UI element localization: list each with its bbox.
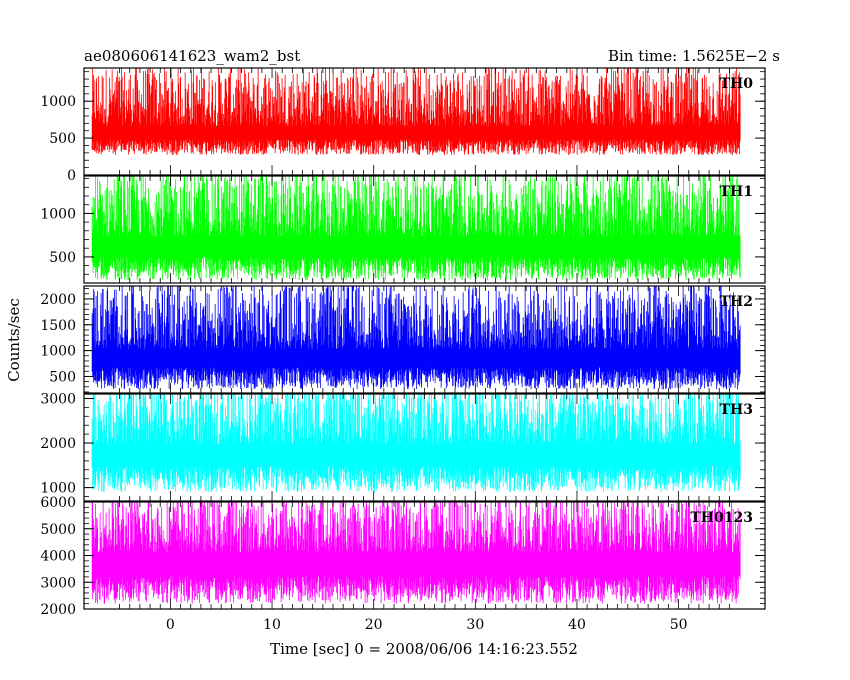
panel-th2: 500 1000 1500 2000 TH2 (40, 285, 766, 394)
y-tick-label: 500 (49, 250, 76, 266)
y-tick-label: 2000 (40, 292, 76, 308)
x-axis: 0 10 20 30 40 50 (166, 617, 688, 633)
y-tick-label: 3000 (40, 575, 76, 591)
panel-th3: 1000 2000 3000 TH3 (40, 391, 766, 502)
y-tick-label: 500 (49, 369, 76, 385)
y-tick-label: 0 (67, 168, 76, 184)
panel-th1: 500 1000 TH1 (40, 175, 766, 284)
y-axis-label: Counts/sec (5, 298, 23, 382)
y-tick-label: 1000 (40, 481, 76, 497)
y-tick-label: 1500 (40, 318, 76, 334)
panel-name-label: TH2 (720, 294, 753, 310)
series-th0 (91, 68, 741, 156)
x-tick-label: 50 (670, 617, 688, 633)
panel-th0: 0 500 1000 TH0 (40, 67, 766, 184)
panel-name-label: TH0123 (690, 510, 753, 526)
y-tick-label: 2000 (40, 436, 76, 452)
y-tick-label: 1000 (40, 206, 76, 222)
x-tick-label: 40 (568, 617, 586, 633)
y-tick-label: 1000 (40, 94, 76, 110)
panel-name-label: TH3 (720, 402, 753, 418)
y-tick-label: 3000 (40, 391, 76, 407)
panel-th0123: 2000 3000 4000 5000 6000 TH0123 (40, 495, 766, 618)
y-tick-label: 500 (49, 131, 76, 147)
x-tick-label: 0 (166, 617, 175, 633)
series-th0123 (91, 502, 741, 604)
x-tick-label: 20 (365, 617, 383, 633)
x-tick-label: 30 (466, 617, 484, 633)
series-th2 (91, 286, 741, 390)
series-th3 (91, 394, 741, 493)
panel-name-label: TH0 (720, 76, 754, 92)
x-axis-label: Time [sec] 0 = 2008/06/06 14:16:23.552 (270, 640, 578, 658)
y-tick-label: 6000 (40, 495, 76, 511)
panel-name-label: TH1 (720, 184, 753, 200)
panels-group: 0 500 1000 TH0 500 1000 TH1 500 1000 1500 2000 TH2 1… (40, 67, 766, 618)
x-tick-label: 10 (263, 617, 281, 633)
series-th1 (91, 176, 741, 281)
y-tick-label: 5000 (40, 522, 76, 538)
y-tick-label: 1000 (40, 344, 76, 360)
plot-title: ae080606141623_wam2_bst (84, 47, 300, 65)
y-tick-label: 4000 (40, 549, 76, 565)
bin-time-label: Bin time: 1.5625E−2 s (608, 47, 780, 65)
y-tick-label: 2000 (40, 602, 76, 618)
